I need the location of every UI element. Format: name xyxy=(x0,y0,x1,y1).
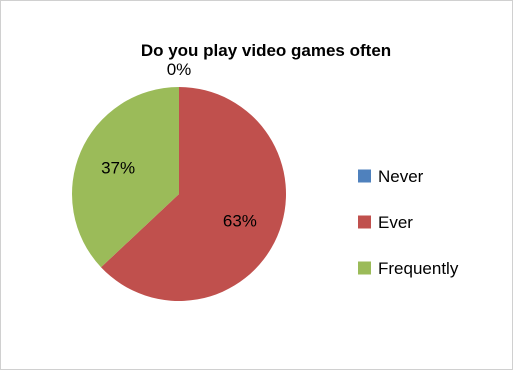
pie-slice-frequently xyxy=(71,87,179,268)
legend-swatch-frequently xyxy=(358,261,371,275)
legend-label-ever: Ever xyxy=(378,213,413,232)
pie-slices xyxy=(71,87,286,301)
legend-swatch-ever xyxy=(358,215,371,229)
data-label-never: 0% xyxy=(167,60,192,79)
chart-legend: Never Ever Frequently xyxy=(358,167,459,278)
pie-data-labels: 0% 63% 37% xyxy=(101,60,257,230)
legend-label-never: Never xyxy=(378,167,424,186)
legend-label-frequently: Frequently xyxy=(378,259,459,278)
chart-title: Do you play video games often xyxy=(141,41,391,60)
pie-slice-ever xyxy=(101,87,286,301)
legend-swatch-never xyxy=(358,169,371,183)
data-label-ever: 63% xyxy=(223,211,257,230)
data-label-frequently: 37% xyxy=(101,159,135,178)
